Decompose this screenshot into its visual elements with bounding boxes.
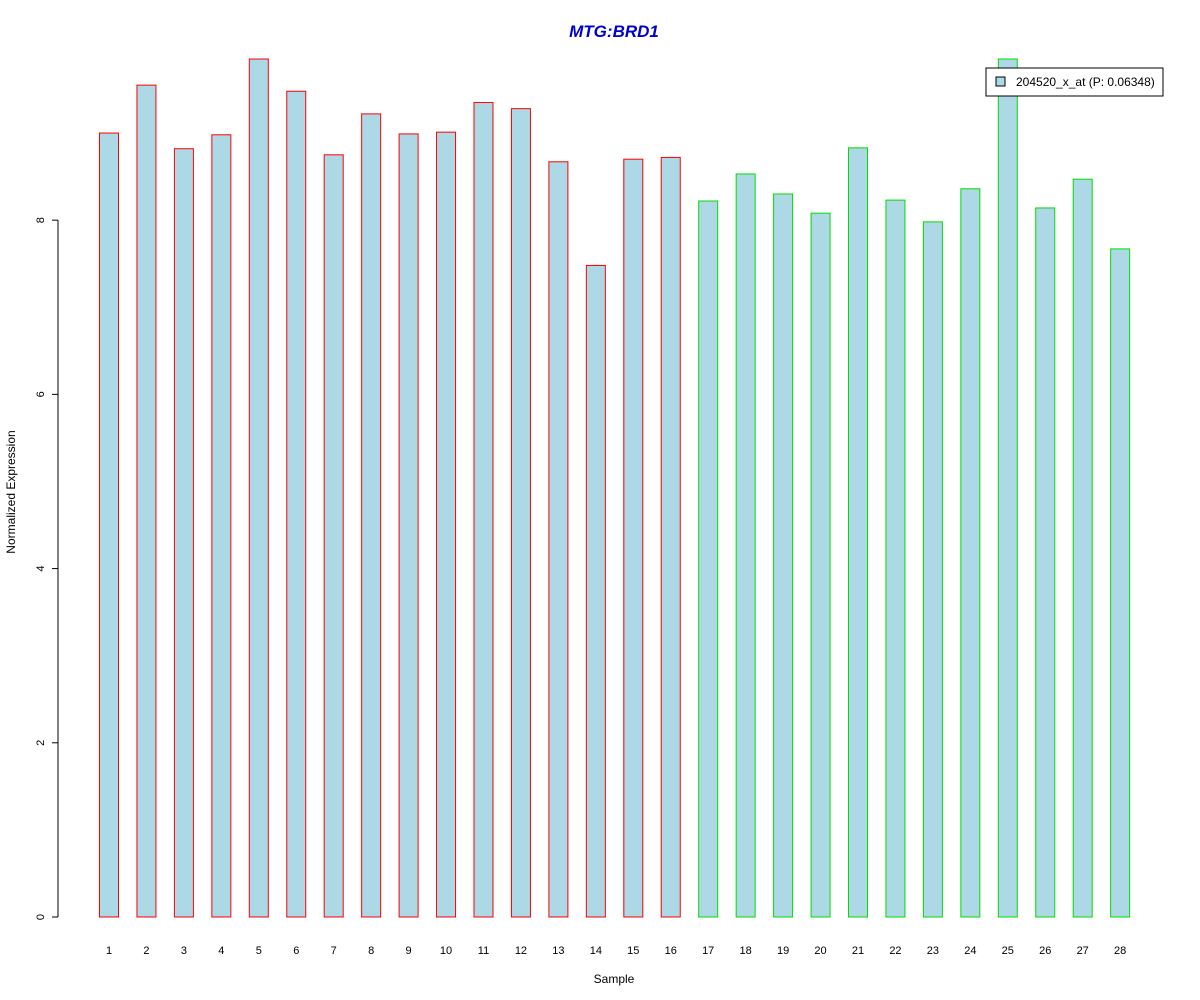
- bar-sample-2: [136, 84, 157, 918]
- bar-sample-1: [99, 132, 119, 918]
- legend: 204520_x_at (P: 0.06348): [985, 67, 1164, 97]
- bar-sample-27: [1072, 178, 1093, 918]
- bar-sample-18: [735, 173, 756, 918]
- bar-sample-17: [698, 200, 719, 918]
- chart-title: MTG:BRD1: [569, 22, 659, 41]
- x-tick-label: 17: [702, 945, 714, 957]
- x-tick-label: 3: [181, 945, 187, 957]
- x-tick-label: 20: [814, 945, 826, 957]
- bars-group: [99, 58, 1131, 918]
- x-tick-label: 15: [627, 945, 639, 957]
- x-tick-label: 26: [1039, 945, 1051, 957]
- bar-sample-19: [773, 193, 794, 918]
- x-tick-label: 22: [889, 945, 901, 957]
- x-tick-label: 11: [478, 945, 489, 957]
- x-tick-label: 24: [964, 945, 976, 957]
- y-tick-label: 8: [35, 217, 47, 223]
- bar-sample-3: [173, 148, 194, 918]
- bar-sample-21: [848, 147, 868, 918]
- x-tick-label: 16: [665, 945, 677, 957]
- bar-sample-12: [510, 108, 531, 918]
- y-axis: 0 2 4 6 8: [35, 217, 59, 920]
- x-tick-label: 25: [1002, 945, 1014, 957]
- x-tick-label: 7: [331, 945, 337, 957]
- bar-sample-10: [436, 131, 457, 918]
- y-tick-label: 6: [35, 391, 47, 397]
- x-tick-label: 12: [515, 945, 527, 957]
- bar-sample-7: [323, 154, 344, 918]
- bar-sample-14: [585, 264, 606, 918]
- x-axis-label: Sample: [594, 972, 635, 986]
- bar-sample-6: [286, 90, 307, 918]
- x-tick-label: 19: [777, 945, 789, 957]
- bar-sample-23: [922, 221, 943, 918]
- y-tick-label: 2: [35, 740, 47, 746]
- bar-sample-25: [997, 58, 1018, 918]
- x-tick-label: 8: [368, 945, 374, 957]
- x-tick-label: 2: [143, 945, 149, 957]
- legend-swatch: [995, 76, 1006, 87]
- x-tick-label: 14: [590, 945, 602, 957]
- legend-label: 204520_x_at (P: 0.06348): [1016, 75, 1155, 89]
- x-tick-label: 6: [293, 945, 299, 957]
- y-axis-label: Normalized Expression: [4, 430, 18, 553]
- x-tick-label: 9: [406, 945, 412, 957]
- bar-sample-16: [660, 156, 681, 918]
- y-tick-label: 4: [35, 566, 47, 572]
- x-tick-label: 5: [256, 945, 262, 957]
- bar-sample-13: [548, 161, 569, 918]
- x-tick-label: 23: [927, 945, 939, 957]
- x-tick-label: 21: [852, 945, 864, 957]
- bar-sample-5: [248, 58, 269, 918]
- bar-sample-20: [810, 212, 831, 918]
- x-tick-labels: 1 2 3 4 5 6 7 8 9 10 11 12 13 14 15 16 17 18 19 20 21 22 23 24 2…: [106, 945, 1126, 957]
- x-tick-label: 10: [440, 945, 452, 957]
- x-tick-label: 18: [740, 945, 752, 957]
- bar-sample-11: [473, 102, 494, 918]
- bar-sample-8: [361, 113, 382, 918]
- bar-sample-26: [1035, 207, 1056, 918]
- legend-box: [985, 67, 1164, 97]
- x-tick-label: 28: [1114, 945, 1126, 957]
- bar-sample-28: [1110, 248, 1131, 918]
- bar-sample-4: [211, 134, 232, 918]
- y-tick-label: 0: [35, 914, 47, 920]
- bar-sample-22: [885, 199, 906, 918]
- x-tick-label: 13: [552, 945, 564, 957]
- bar-sample-15: [623, 158, 644, 918]
- x-tick-label: 4: [218, 945, 224, 957]
- bar-sample-9: [398, 133, 419, 918]
- x-tick-label: 27: [1077, 945, 1089, 957]
- x-tick-label: 1: [106, 945, 112, 957]
- bar-sample-24: [960, 188, 981, 918]
